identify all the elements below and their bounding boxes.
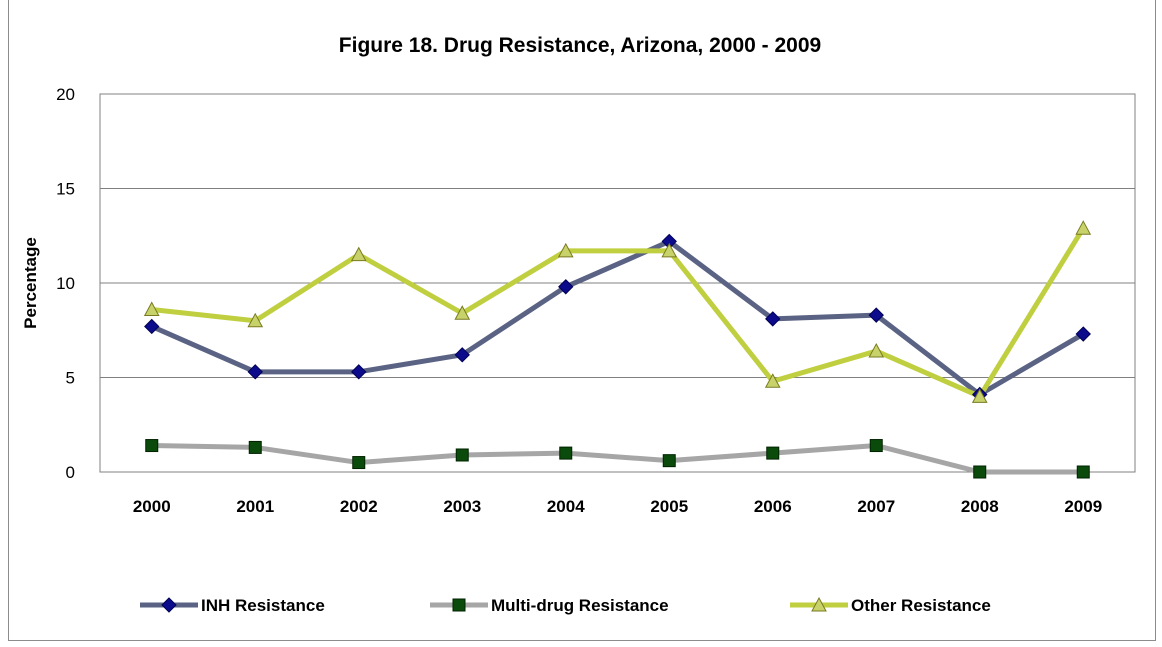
x-tick-label: 2001 <box>236 497 274 516</box>
legend-label: Multi-drug Resistance <box>491 596 669 615</box>
gridlines <box>100 188 1135 378</box>
legend-marker <box>452 598 466 612</box>
x-tick-label: 2002 <box>340 497 378 516</box>
data-point-series-2 <box>973 465 987 479</box>
data-point-series-2 <box>352 456 366 470</box>
data-point-series-3 <box>661 242 678 258</box>
series-line-3 <box>151 226 1086 399</box>
series-markers <box>143 220 1092 479</box>
data-point-series-3 <box>557 242 574 258</box>
legend-label: Other Resistance <box>851 596 991 615</box>
data-point-series-2 <box>559 446 573 460</box>
data-point-series-1 <box>868 307 884 323</box>
y-tick-label: 0 <box>66 463 75 482</box>
x-tick-label: 2004 <box>547 497 585 516</box>
x-tick-label: 2006 <box>754 497 792 516</box>
data-point-series-1 <box>351 364 367 380</box>
series-line-1 <box>150 238 1085 398</box>
legend: INH Resistance Multi-drug Resistance Other… <box>140 596 991 615</box>
data-point-series-1 <box>765 311 781 327</box>
x-axis-ticks: 2000 2001 2002 2003 2004 2005 2006 2007 2008 2009 <box>133 497 1102 516</box>
data-point-series-3 <box>454 305 471 320</box>
legend-label: INH Resistance <box>201 596 325 615</box>
data-point-series-1 <box>1075 326 1091 342</box>
data-point-series-3 <box>350 246 367 262</box>
data-point-series-2 <box>766 446 780 460</box>
x-tick-label: 2003 <box>443 497 481 516</box>
x-tick-label: 2008 <box>961 497 999 516</box>
data-point-series-2 <box>145 439 159 453</box>
data-point-series-2 <box>1076 465 1090 479</box>
y-tick-label: 10 <box>56 274 75 293</box>
series-lines <box>150 226 1086 475</box>
data-point-series-1 <box>247 364 263 380</box>
y-axis-ticks: 0 5 10 15 20 <box>56 85 75 482</box>
data-point-series-3 <box>1075 220 1092 235</box>
y-tick-label: 15 <box>56 180 75 199</box>
legend-marker <box>161 597 177 613</box>
data-point-series-3 <box>868 342 885 358</box>
data-point-series-2 <box>248 440 262 454</box>
data-point-series-3 <box>247 312 264 328</box>
legend-marker <box>811 596 827 612</box>
y-tick-label: 5 <box>66 369 75 388</box>
y-tick-label: 20 <box>56 85 75 104</box>
data-point-series-1 <box>558 279 574 295</box>
x-tick-label: 2009 <box>1064 497 1102 516</box>
data-point-series-1 <box>144 318 160 335</box>
x-tick-label: 2000 <box>133 497 171 516</box>
data-point-series-2 <box>455 448 469 462</box>
x-tick-label: 2007 <box>857 497 895 516</box>
chart-title: Figure 18. Drug Resistance, Arizona, 200… <box>339 34 821 57</box>
data-point-series-1 <box>454 347 470 363</box>
data-point-series-3 <box>971 388 988 403</box>
data-point-series-3 <box>764 373 781 388</box>
data-point-series-2 <box>869 439 883 453</box>
series-line-2 <box>151 443 1084 475</box>
data-point-series-2 <box>662 454 676 468</box>
data-point-series-3 <box>143 301 160 316</box>
y-axis-label: Percentage <box>21 237 40 329</box>
x-tick-label: 2005 <box>650 497 688 516</box>
